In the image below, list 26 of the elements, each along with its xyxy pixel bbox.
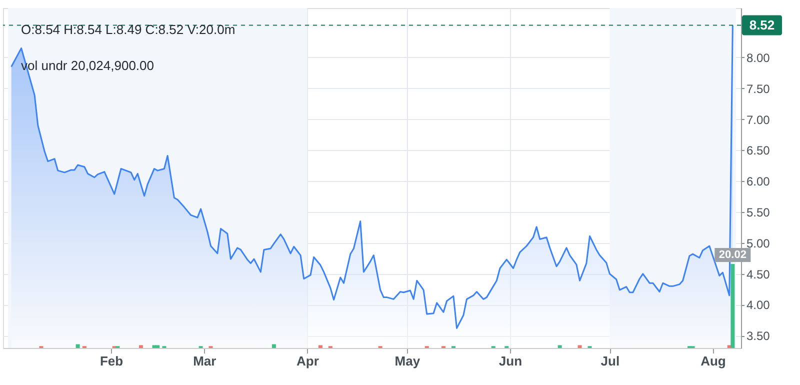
y-tick-label: 4.50 bbox=[746, 267, 770, 282]
y-tick-label: 8.00 bbox=[746, 50, 770, 65]
y-tick-label: 4.00 bbox=[746, 298, 770, 312]
data-label: 20.02 bbox=[718, 248, 746, 261]
y-tick-label: 5.00 bbox=[746, 236, 770, 250]
bar bbox=[558, 345, 562, 348]
y-tick-label: 3.50 bbox=[746, 329, 770, 344]
x-tick-label: Feb bbox=[100, 354, 124, 368]
x-tick-label: Mar bbox=[193, 354, 216, 368]
ref-line-label: 8.52 bbox=[749, 17, 775, 32]
bar bbox=[138, 345, 143, 348]
y-tick-label: 6.50 bbox=[746, 144, 770, 158]
bar bbox=[730, 264, 735, 348]
annotation: O:8.54 H:8.54 L:8.49 C:8.52 V:20.0m bbox=[21, 22, 236, 37]
x-tick-label: Jun bbox=[498, 354, 522, 368]
x-tick-label: Aug bbox=[700, 354, 726, 368]
bar bbox=[578, 345, 582, 348]
y-tick-label: 6.00 bbox=[746, 174, 770, 189]
x-tick-label: Apr bbox=[296, 354, 319, 368]
x-tick-label: May bbox=[394, 354, 421, 368]
x-tick-label: Jul bbox=[600, 354, 620, 368]
y-tick-label: 5.50 bbox=[746, 206, 770, 220]
y-tick-label: 7.50 bbox=[746, 82, 770, 96]
bar bbox=[76, 344, 80, 348]
y-tick-label: 7.00 bbox=[746, 112, 770, 127]
bar bbox=[156, 345, 160, 348]
